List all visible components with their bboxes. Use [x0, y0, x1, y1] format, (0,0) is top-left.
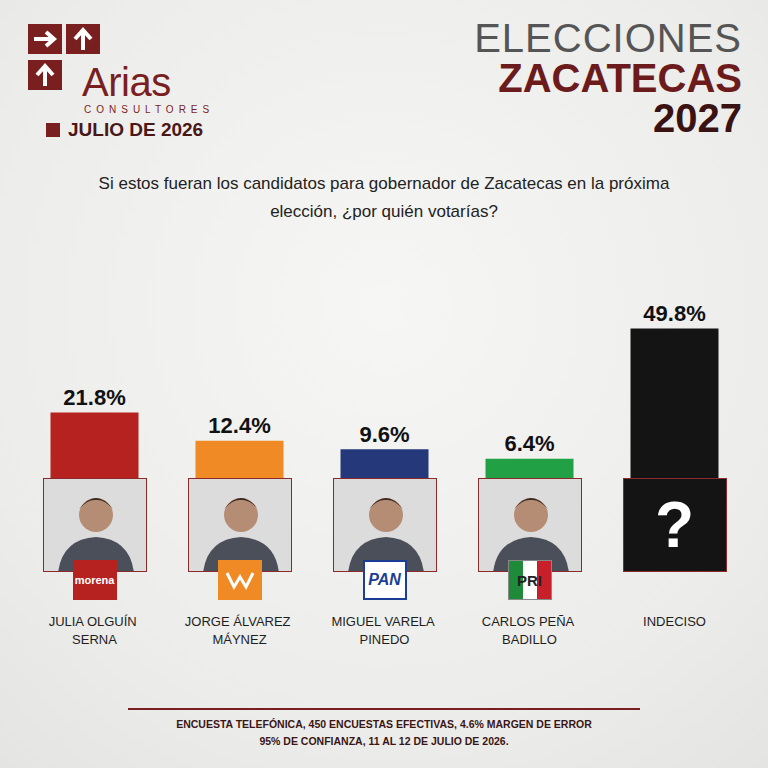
svg-text:PINEDO: PINEDO [360, 632, 410, 647]
svg-text:BADILLO: BADILLO [502, 632, 557, 647]
html-text:morena: morena [74, 574, 115, 586]
svg-text:INDECISO: INDECISO [643, 614, 706, 629]
html-text:PAN: PAN [368, 571, 401, 588]
html-text:Si estos fueran los candidatos: Si estos fueran los candidatos para gobe… [98, 174, 670, 221]
svg-text:CARLOS PEÑA: CARLOS PEÑA [482, 614, 577, 629]
html-text:95% DE CONFIANZA, 11 AL 12 DE: 95% DE CONFIANZA, 11 AL 12 DE JULIO DE 2… [259, 735, 509, 747]
html-text:JULIO DE 2026: JULIO DE 2026 [68, 119, 204, 140]
html-text:ELECCIONES: ELECCIONES [474, 16, 742, 60]
svg-text:MÁYNEZ: MÁYNEZ [212, 632, 266, 647]
html-text:ENCUESTA TELEFÓNICA, 450 ENCUE: ENCUESTA TELEFÓNICA, 450 ENCUESTAS EFECT… [176, 718, 592, 730]
svg-text:JULIA OLGUÍN: JULIA OLGUÍN [49, 614, 141, 629]
svg-text:MIGUEL VARELA: MIGUEL VARELA [331, 614, 437, 629]
html-text:2027: 2027 [653, 96, 742, 140]
html-text:ZACATECAS: ZACATECAS [498, 56, 742, 100]
svg-text:21.8%: 21.8% [63, 385, 125, 410]
html-text:Arias: Arias [82, 60, 171, 104]
svg-text:JORGE ÁLVAREZ: JORGE ÁLVAREZ [185, 614, 294, 629]
svg-text:SERNA: SERNA [72, 632, 117, 647]
svg-text:6.4%: 6.4% [504, 431, 554, 456]
svg-text:12.4%: 12.4% [208, 413, 270, 438]
html-text:CONSULTORES: CONSULTORES [84, 104, 215, 115]
svg-text:49.8%: 49.8% [643, 301, 705, 326]
html-text:PRI: PRI [517, 571, 542, 589]
svg-text:9.6%: 9.6% [359, 422, 409, 447]
